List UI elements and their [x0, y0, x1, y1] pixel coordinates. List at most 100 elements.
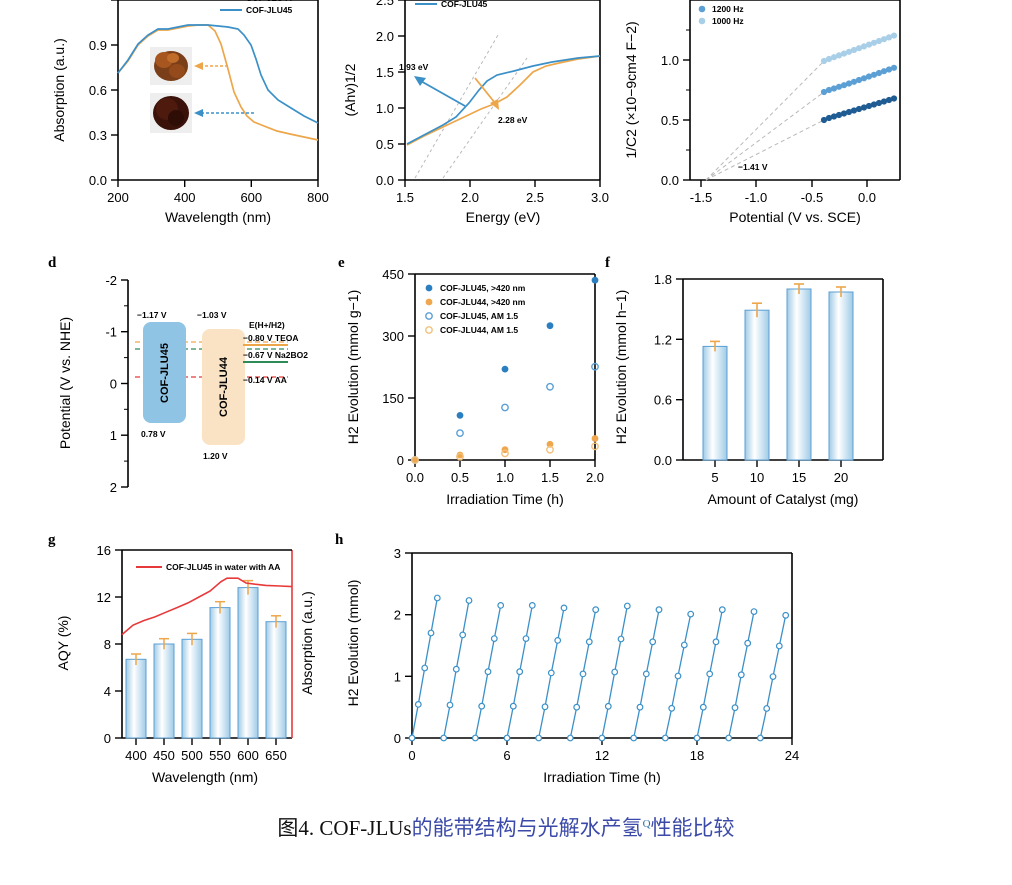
panel-f-xtick-2: 15	[792, 470, 806, 485]
panel-h-data-point	[592, 606, 600, 614]
panel-h-data-point	[421, 664, 429, 672]
panel-f-bar-3	[828, 291, 854, 461]
panel-d-ytick-1: -1	[105, 325, 117, 340]
panel-h-ylabel: H2 Evolution (mmol)	[345, 580, 361, 707]
panel-h-data-point	[528, 601, 536, 609]
panel-b-tangent-orange	[442, 57, 528, 179]
panel-h-data-point	[516, 668, 524, 676]
panel-h-data-point	[680, 641, 688, 649]
panel-b-axes	[404, 0, 601, 181]
panel-d-ytick-3: 1	[110, 428, 117, 443]
panel-d-box-jlu44-name: COF-JLU44	[218, 356, 230, 417]
panel-g-xtick-1: 450	[153, 748, 175, 763]
panel-c-xtick-1: -1.0	[745, 190, 767, 205]
panel-e-xtick-2: 1.0	[496, 470, 514, 485]
caption-text2: 光解水产氢	[537, 816, 643, 840]
panel-a-xtick-3: 800	[307, 190, 329, 205]
panel-g-errorbars	[131, 579, 281, 665]
panel-g-legend-item-0: COF-JLU45 in water with AA	[166, 562, 280, 572]
panel-d-axis: -2 -1 0 1 2	[105, 273, 129, 495]
panel-h-data-point	[433, 594, 441, 602]
panel-f-xtick-0: 5	[711, 470, 718, 485]
panel-e-series-jlu44-am15	[411, 442, 599, 464]
panel-b-xticks: 1.5 2.0 2.5 3.0	[396, 180, 609, 205]
panel-e-xtick-1: 0.5	[451, 470, 469, 485]
panel-h-xtick-2: 12	[595, 748, 609, 763]
panel-h-data-point	[731, 704, 739, 712]
panel-h-ytick-0: 0	[394, 731, 401, 746]
panel-g-bar-0	[125, 658, 147, 739]
panel-b-annotation-193ev: 1.93 eV	[399, 62, 466, 107]
panel-f-xtick-1: 10	[750, 470, 764, 485]
panel-c-xtick-0: -1.5	[690, 190, 712, 205]
panel-e-ytick-2: 300	[382, 329, 404, 344]
panel-a-curve-jlu44	[117, 24, 319, 141]
panel-d-ytick-4: 2	[110, 480, 117, 495]
panel-h-data-point	[718, 606, 726, 614]
panel-e: 0 150 300 450 0.0 0.5 1.0 1.5 2.0 Irradi…	[330, 262, 620, 512]
panel-h-data-point	[725, 734, 733, 742]
figure-caption: 图4. COF-JLUs的能带结构与光解水产氢Q性能比较	[0, 812, 1012, 842]
panel-e-xtick-3: 1.5	[541, 470, 559, 485]
panel-f-bar-2	[786, 288, 812, 461]
panel-h-xtick-1: 6	[503, 748, 510, 763]
panel-a-xtick-2: 600	[240, 190, 262, 205]
panel-c-ytick-2: 1.0	[661, 53, 679, 68]
panel-c-series-1000hz	[820, 32, 898, 65]
panel-a-xticks: 200 400 600 800	[107, 180, 329, 205]
sample-photo-orange-powder	[150, 47, 192, 85]
panel-e-legend-item-3: COF-JLU44, AM 1.5	[440, 325, 518, 335]
panel-g-xtick-0: 400	[125, 748, 147, 763]
panel-a-ytick-0: 0.0	[89, 173, 107, 188]
panel-g-label: g	[48, 532, 56, 548]
panel-c-legend-item-0: 1500 Hz	[712, 0, 744, 2]
panel-a-ytick-1: 0.3	[89, 128, 107, 143]
panel-h-data-point	[693, 734, 701, 742]
panel-h-data-point	[687, 610, 695, 618]
panel-h-xlabel: Irradiation Time (h)	[543, 769, 660, 785]
panel-d-level-2: −0.67 V Na2BO2	[243, 350, 308, 360]
sample-photo-dark-powder	[150, 93, 192, 133]
panel-e-xtick-4: 2.0	[586, 470, 604, 485]
panel-h-data-point	[782, 611, 790, 619]
panel-d-box-jlu45-vb: 0.78 V	[141, 429, 166, 439]
panel-h-data-point	[573, 703, 581, 711]
panel-h-data-point	[446, 701, 454, 709]
panel-h-data-point	[547, 669, 555, 677]
panel-e-legend: COF-JLU45, >420 nm COF-JLU44, >420 nm CO…	[425, 283, 526, 335]
panel-h-data-point	[566, 734, 574, 742]
panel-f-yticks: 0.0 0.6 1.2 1.8	[654, 272, 683, 468]
panel-g: 0 4 8 12 16 400 450 500 550 600 650 Wav	[40, 538, 340, 793]
panel-f-bar-0	[702, 345, 728, 461]
panel-g-legend: COF-JLU45 in water with AA	[136, 562, 280, 572]
panel-h-data-point	[465, 597, 473, 604]
panel-h-data-point	[484, 668, 492, 676]
caption-mid: COF-JLUs	[319, 816, 412, 840]
panel-a-ytick-3: 0.9	[89, 38, 107, 53]
panel-c-xlabel: Potential (V vs. SCE)	[729, 209, 861, 225]
panel-f-label: f	[605, 255, 610, 271]
panel-a-yticks: 0.0 0.3 0.6 0.9	[89, 0, 118, 188]
panel-h-data-point	[459, 631, 467, 639]
panel-c-series-1200hz	[820, 64, 898, 96]
panel-b-ytick-0: 0.0	[376, 173, 394, 188]
panel-d-level-1: −0.80 V TEOA	[243, 333, 299, 343]
panel-c-annotation-flatband: −1.41 V	[738, 162, 768, 172]
panel-d-level-3: −0.14 V AA	[243, 375, 287, 385]
panel-a-legend: COF-JLU44 COF-JLU45	[220, 0, 293, 15]
panel-c-ytick-1: 0.5	[661, 113, 679, 128]
panel-h-data-point	[598, 734, 606, 742]
panel-g-ylabel-right: Absorption (a.u.)	[299, 591, 315, 695]
panel-b-ytick-4: 2.0	[376, 29, 394, 44]
panel-b-annotation-1: 2.28 eV	[498, 115, 528, 125]
panel-h-data-point	[490, 635, 498, 642]
panel-f-bars	[702, 288, 854, 461]
panel-a-legend-item-0: COF-JLU44	[246, 0, 293, 3]
panel-d-ytick-2: 0	[110, 377, 117, 392]
panel-d-box-jlu44: COF-JLU44	[202, 329, 245, 445]
panel-h-data-point	[579, 670, 587, 678]
panel-c-xticks: -1.5 -1.0 -0.5 0.0	[690, 180, 876, 205]
panel-g-bar-2	[181, 638, 203, 739]
panel-h-data-point	[699, 703, 707, 711]
